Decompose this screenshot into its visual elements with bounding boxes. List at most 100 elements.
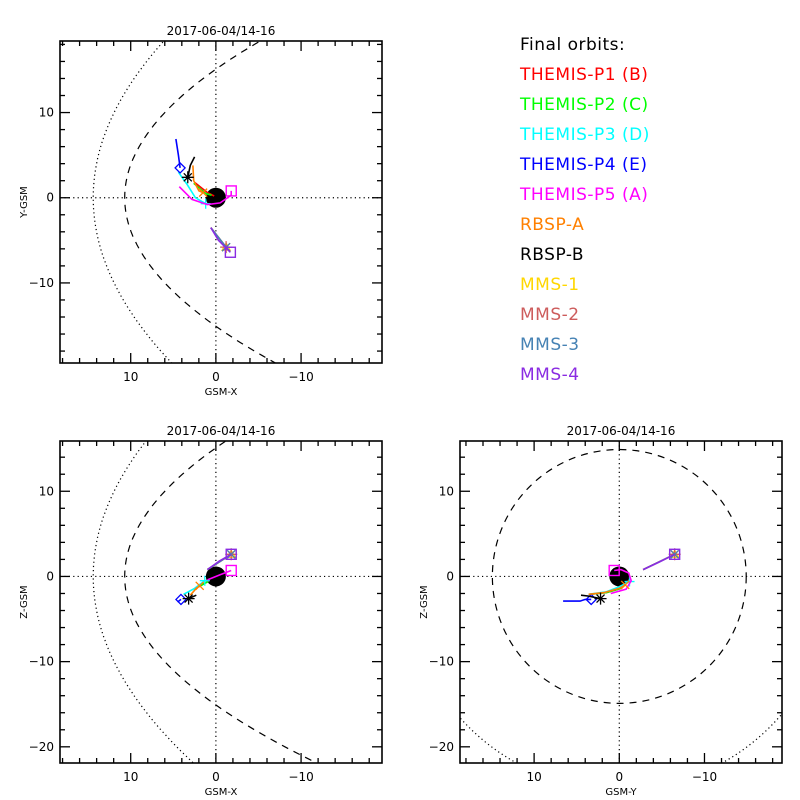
x-axis-label: GSM-X <box>205 787 238 798</box>
asterisk-marker <box>182 592 195 605</box>
plot-panel-bottom-right: 10 0 −10 10 0 −10 −20 2017-06-04/14-16 GSM-Y Z-GS… <box>419 424 783 798</box>
y-tick-label: 0 <box>46 569 54 583</box>
plot-panel-bottom-left: 10 0 −10 10 0 −10 −20 2017-06-04/14-16 GSM-X Z-GS… <box>19 424 383 798</box>
x-tick-label: 10 <box>123 370 138 384</box>
marker-rbsp-b <box>181 171 194 184</box>
marker-rbsp-a <box>620 580 630 590</box>
marker-themis-p5-a <box>225 564 237 577</box>
legend-title: Final orbits: <box>520 35 626 55</box>
asterisk-marker <box>594 592 607 605</box>
plot-frame <box>459 440 783 764</box>
square-marker <box>608 564 620 577</box>
y-axis-label: Z-GSM <box>419 585 430 618</box>
marker-themis-p4-e <box>175 593 187 606</box>
legend-item-rbsp-a: RBSP-A <box>520 215 585 235</box>
orbit-themis-p5-a <box>207 569 232 581</box>
legend-item-mms-3: MMS-3 <box>520 335 580 355</box>
y-tick-label: 0 <box>446 569 454 583</box>
magnetopause-curve <box>491 448 747 704</box>
x-marker <box>226 549 236 559</box>
legend-item-themis-p4: THEMIS-P4 (E) <box>520 155 648 175</box>
magnetopause-curve <box>124 41 277 363</box>
x-tick-label: −10 <box>288 770 313 784</box>
legend-item-themis-p3: THEMIS-P3 (D) <box>520 125 650 145</box>
y-tick-label: −20 <box>29 740 54 754</box>
square-marker <box>224 246 237 258</box>
orbit-themis-p1-b <box>194 181 215 197</box>
x-tick-label: 10 <box>123 770 138 784</box>
y-tick-label: 10 <box>39 484 54 498</box>
plus-marker <box>199 575 210 586</box>
orbit-rbsp-a <box>192 165 204 194</box>
x-tick-label: 0 <box>615 770 623 784</box>
y-tick-label: −10 <box>29 276 54 290</box>
x-tick-label: 0 <box>212 770 220 784</box>
marker-themis-p5-a <box>608 564 620 577</box>
marker-rbsp-b <box>182 592 195 605</box>
y-tick-label: −10 <box>29 655 54 669</box>
x-tick-label: 10 <box>526 770 541 784</box>
orbit-themis-p5-a <box>178 186 232 206</box>
orbit-themis-p4-e <box>563 598 592 602</box>
x-axis-label: GSM-X <box>205 387 238 398</box>
legend: Final orbits: THEMIS-P1 (B) THEMIS-P2 (C… <box>520 30 650 390</box>
legend-item-rbsp-b: RBSP-B <box>520 245 585 265</box>
plot-frame <box>59 440 383 764</box>
square-marker <box>668 548 681 560</box>
marker-rbsp-a <box>195 581 205 591</box>
legend-item-mms-1: MMS-1 <box>520 275 580 295</box>
x-tick-label: 0 <box>212 370 220 384</box>
legend-item-themis-p5: THEMIS-P5 (A) <box>520 185 649 205</box>
plot-panel-top-left: 10 0 −10 −10 0 10 2017-06-04/14-16 GSM-X Y-GSM <box>19 24 383 398</box>
orbit-themis-p2-c <box>193 182 212 196</box>
asterisk-marker <box>181 171 194 184</box>
orbit-rbsp-b <box>187 156 196 178</box>
legend-item-mms-4: MMS-4 <box>520 365 580 385</box>
plot-area <box>60 441 382 763</box>
legend-item-themis-p1: THEMIS-P1 (B) <box>520 65 649 85</box>
x-axis-label: GSM-Y <box>605 787 637 798</box>
diamond-marker <box>175 593 187 606</box>
marker-themis-p4-e <box>174 162 187 174</box>
square-marker <box>225 548 237 560</box>
marker-mms-4 <box>225 548 237 560</box>
legend-item-mms-2: MMS-2 <box>520 305 580 325</box>
plot-title: 2017-06-04/14-16 <box>167 24 276 38</box>
orbit-rbsp-a <box>588 584 626 596</box>
plot-title: 2017-06-04/14-16 <box>567 424 676 438</box>
marker-themis-p5-a <box>225 185 237 197</box>
y-axis-label: Y-GSM <box>19 186 30 219</box>
y-tick-label: −10 <box>429 655 454 669</box>
plot-area <box>460 441 782 763</box>
x-marker <box>620 580 630 590</box>
plot-area <box>60 41 382 363</box>
y-tick-label: 10 <box>39 106 54 120</box>
diamond-marker <box>174 162 187 174</box>
y-axis-label: Z-GSM <box>19 585 30 618</box>
y-tick-label: 10 <box>439 484 454 498</box>
plot-frame <box>59 40 383 364</box>
marker-mms-4 <box>224 246 237 258</box>
x-marker <box>195 581 205 591</box>
bow-shock-curve <box>92 441 195 763</box>
y-tick-label: 0 <box>46 191 54 205</box>
orbit-mms-4 <box>206 553 232 571</box>
marker-rbsp-a <box>198 188 208 198</box>
x-tick-label: −10 <box>692 770 717 784</box>
orbit-mms-4 <box>210 227 231 253</box>
square-marker <box>225 185 237 197</box>
magnetopause-curve <box>124 441 319 763</box>
marker-mms-3 <box>226 549 236 559</box>
orbit-themis-p3-d <box>177 171 207 205</box>
x-tick-label: −10 <box>288 370 313 384</box>
legend-item-themis-p2: THEMIS-P2 (C) <box>520 95 649 115</box>
x-marker <box>198 188 208 198</box>
square-marker <box>225 564 237 577</box>
marker-themis-p3-d <box>199 575 210 586</box>
marker-rbsp-b <box>594 592 607 605</box>
marker-mms-4 <box>668 548 681 560</box>
plot-title: 2017-06-04/14-16 <box>167 424 276 438</box>
y-tick-label: −20 <box>429 740 454 754</box>
orbit-rbsp-b <box>580 594 601 600</box>
